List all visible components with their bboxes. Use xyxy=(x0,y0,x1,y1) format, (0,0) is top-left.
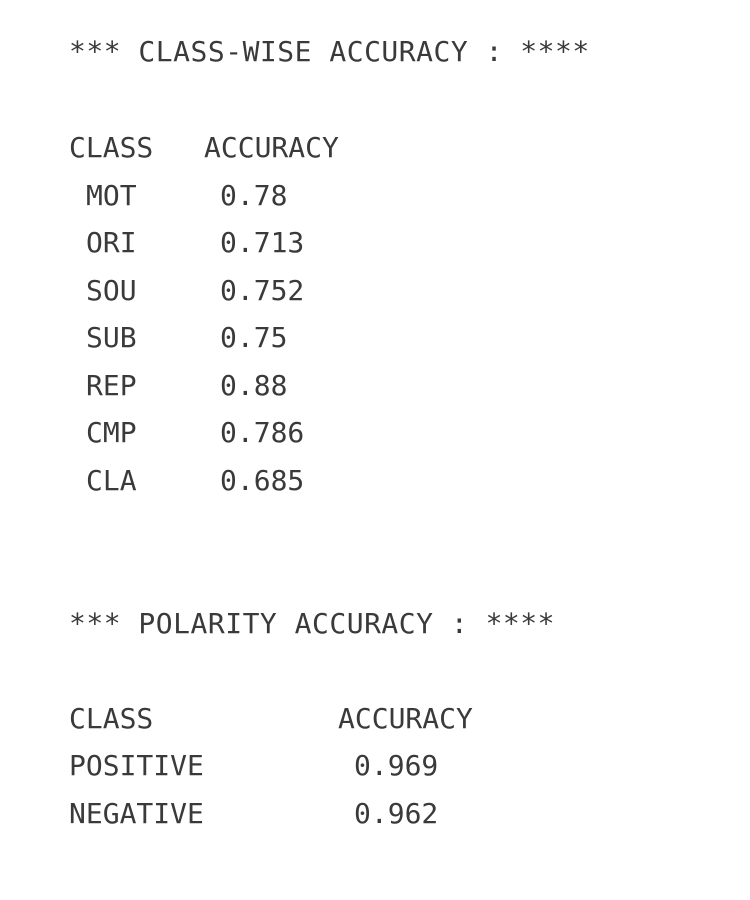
class-cell: SUB xyxy=(86,321,137,354)
accuracy-cell: 0.752 xyxy=(220,274,305,307)
accuracy-cell: 0.969 xyxy=(354,749,439,782)
table-row: MOT 0.78 xyxy=(69,180,287,212)
table-row: SOU 0.752 xyxy=(69,275,304,307)
polarity-title: *** POLARITY ACCURACY : **** xyxy=(69,607,556,640)
class-cell: REP xyxy=(86,369,137,402)
table-row: SUB 0.75 xyxy=(69,322,287,354)
class-cell: POSITIVE xyxy=(69,749,204,782)
class-cell: NEGATIVE xyxy=(69,797,204,830)
table-row: REP 0.88 xyxy=(69,370,287,402)
table-row: ORI 0.713 xyxy=(69,227,304,259)
class-column-header: CLASS xyxy=(69,131,154,164)
table-row: CMP 0.786 xyxy=(69,417,304,449)
accuracy-column-header: ACCURACY xyxy=(338,702,473,735)
class-cell: CMP xyxy=(86,416,137,449)
class-column-header: CLASS xyxy=(69,702,154,735)
accuracy-cell: 0.88 xyxy=(220,369,288,402)
polarity-header-row: CLASS ACCURACY xyxy=(69,703,473,735)
class-cell: ORI xyxy=(86,226,137,259)
accuracy-column-header: ACCURACY xyxy=(204,131,339,164)
class-cell: CLA xyxy=(86,464,137,497)
accuracy-cell: 0.962 xyxy=(354,797,439,830)
accuracy-cell: 0.78 xyxy=(220,179,288,212)
accuracy-cell: 0.685 xyxy=(220,464,305,497)
accuracy-cell: 0.786 xyxy=(220,416,305,449)
class-cell: MOT xyxy=(86,179,137,212)
class-wise-title: *** CLASS-WISE ACCURACY : **** xyxy=(69,35,590,68)
accuracy-cell: 0.75 xyxy=(220,321,288,354)
table-row: POSITIVE 0.969 xyxy=(69,750,438,782)
accuracy-cell: 0.713 xyxy=(220,226,305,259)
class-cell: SOU xyxy=(86,274,137,307)
table-row: NEGATIVE 0.962 xyxy=(69,798,438,830)
table-row: CLA 0.685 xyxy=(69,465,304,497)
class-wise-header-row: CLASS ACCURACY xyxy=(69,132,339,164)
